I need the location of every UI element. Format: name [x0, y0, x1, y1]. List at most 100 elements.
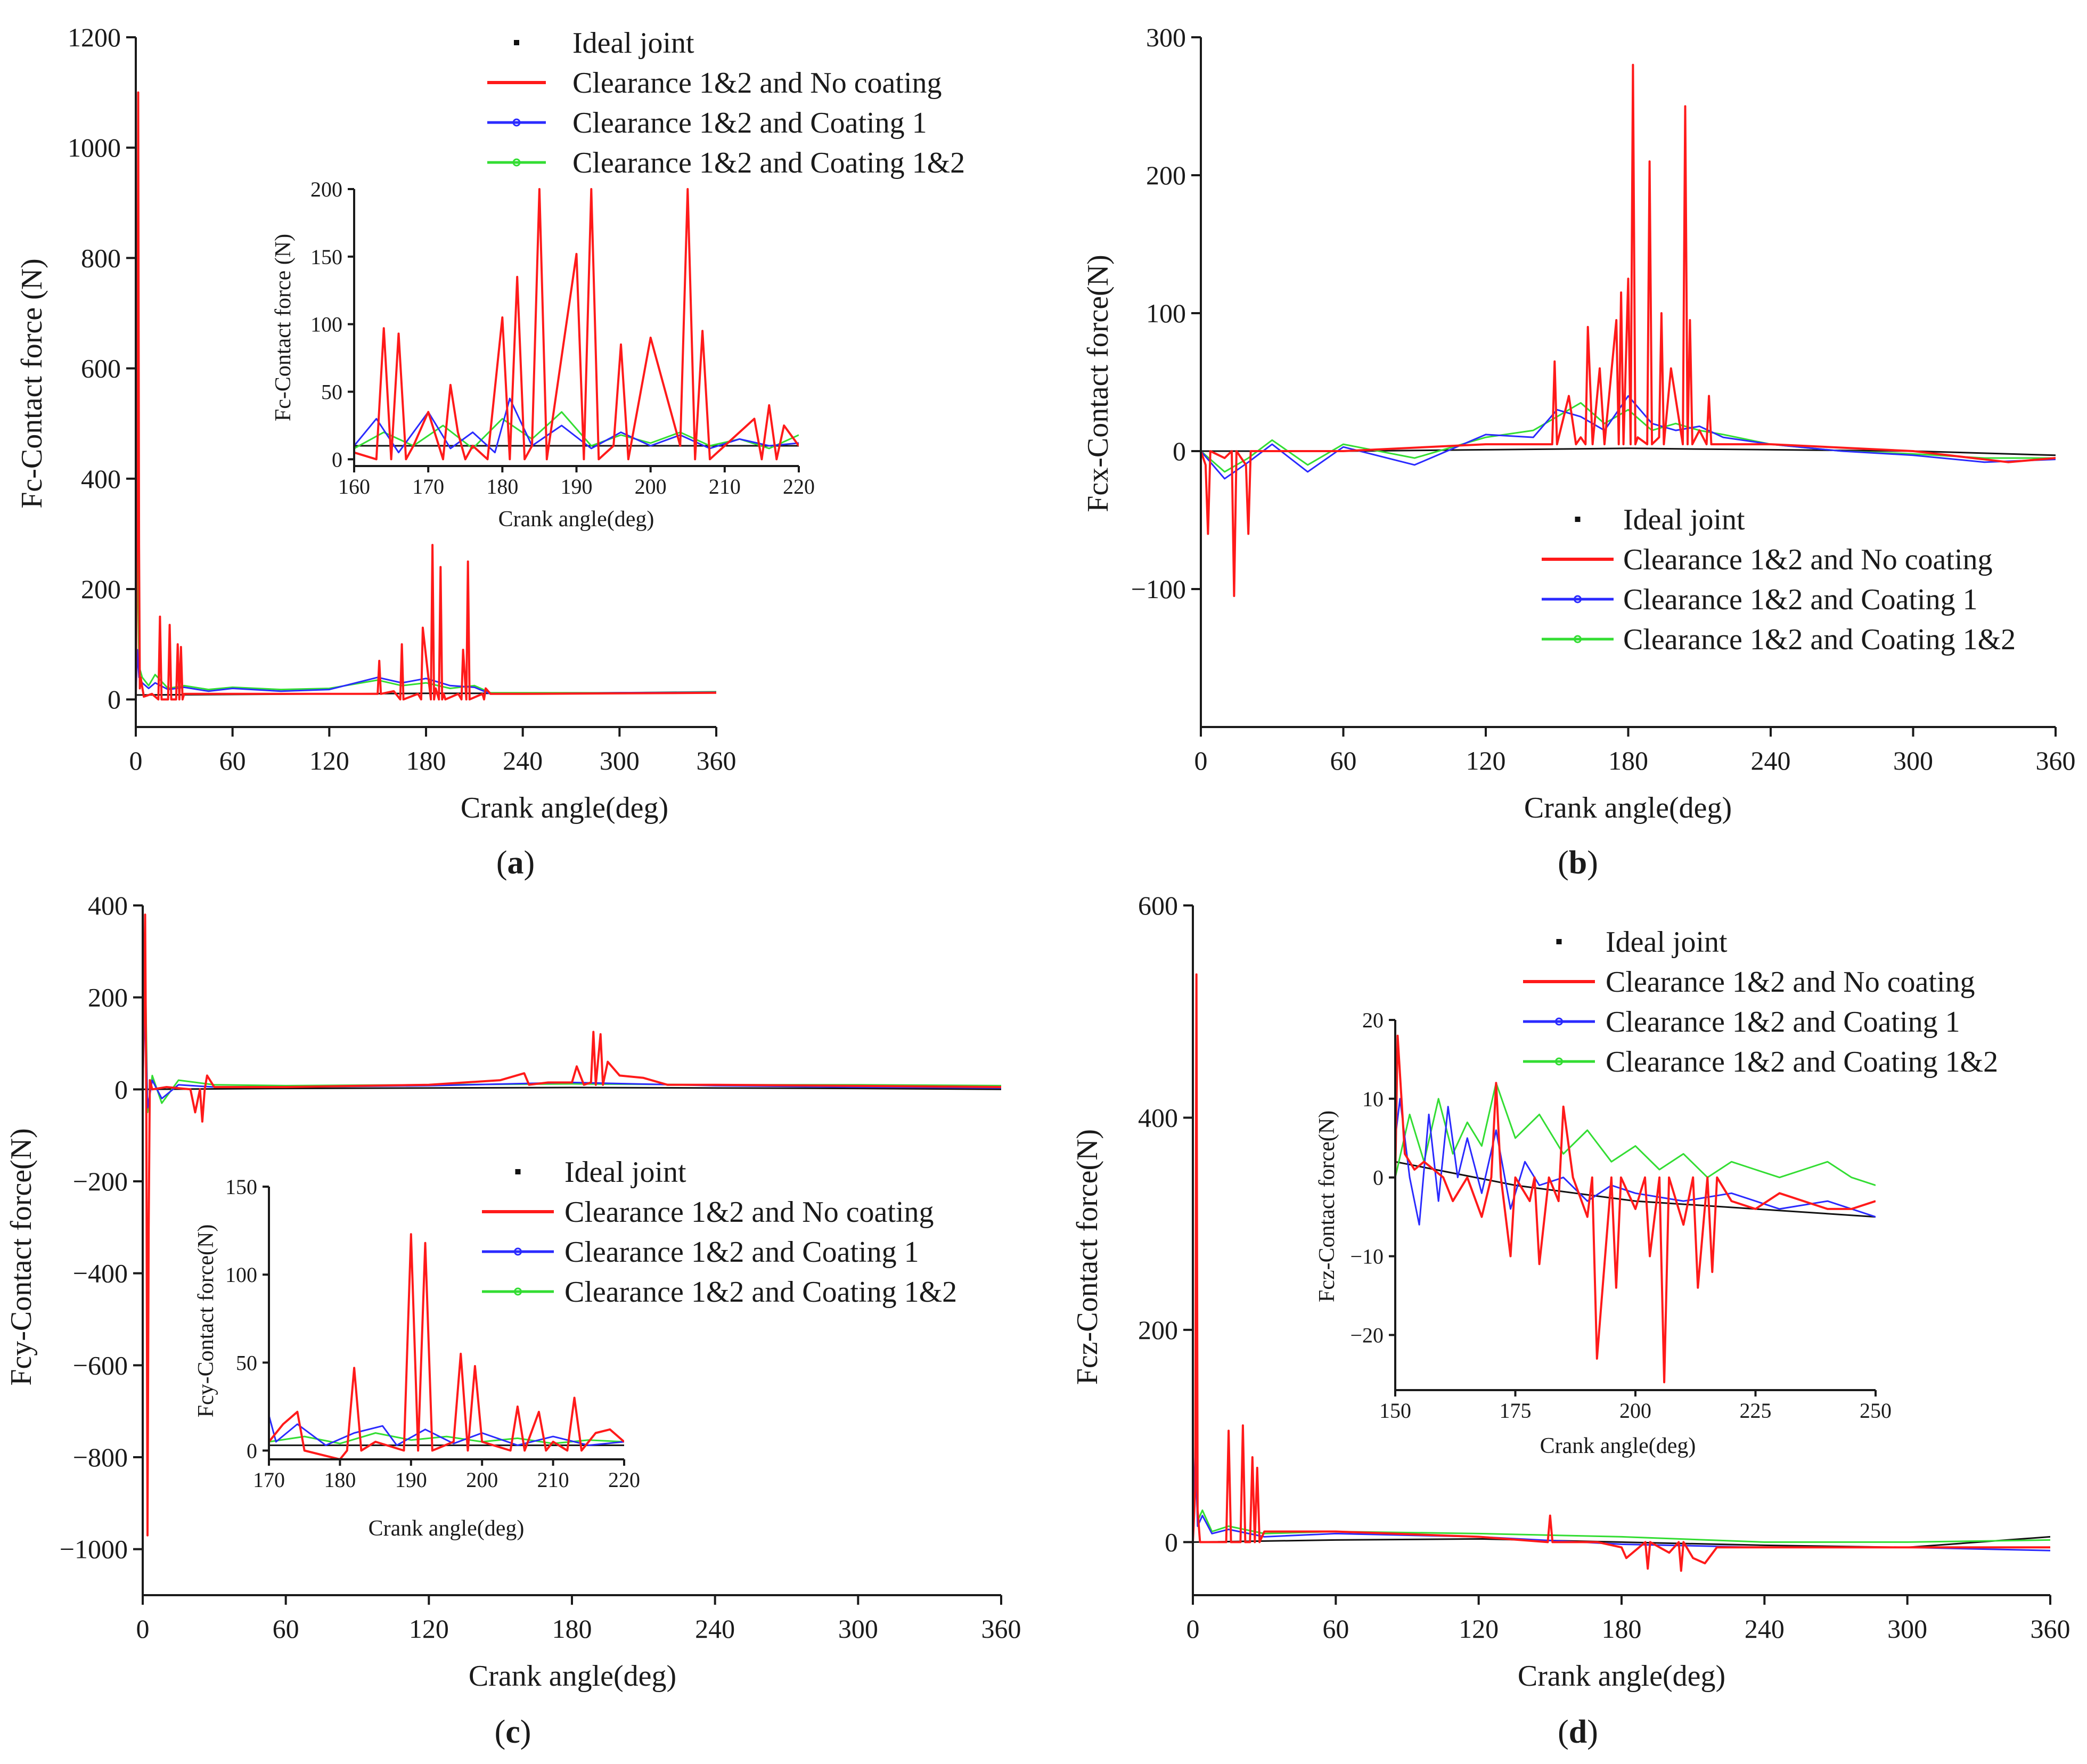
panel-c-inset-background: [269, 1187, 624, 1459]
panel-b-line-coat1: [1201, 395, 2056, 480]
panel-b-legend-label-coat1: Clearance 1&2 and Coating 1: [1623, 583, 1978, 616]
panel-a-series: [136, 91, 716, 701]
panel-c-xlabel: Crank angle(deg): [469, 1660, 676, 1693]
panel-c-inset-y-tick-label: 150: [225, 1175, 257, 1199]
panel-c-inset-x-tick-label: 210: [537, 1468, 569, 1492]
panel-c-inset-line-coat1: [269, 1415, 624, 1447]
panel-b-legend-label-nocoat: Clearance 1&2 and No coating: [1623, 543, 1993, 576]
panel-c-y-tick-label: −800: [73, 1442, 128, 1472]
panel-a: 0 60 120 180 240 300 360020040060080010001200 …: [15, 22, 965, 881]
panel-b-x-tick-label: 60: [1330, 746, 1357, 775]
panel-c-y-tick-label: −600: [73, 1350, 128, 1380]
panel-c-x-tick-label: 300: [838, 1614, 878, 1644]
panel-d-legend-point-coat12: [1555, 1057, 1563, 1066]
panel-a-inset-x-tick-label: 220: [783, 475, 815, 499]
panel-a-x-tick-label: 360: [697, 746, 736, 775]
panel-b-line-coat12: [1201, 402, 2056, 473]
panel-b-legend-point-coat1: [1574, 595, 1582, 603]
panel-c-line-coat1: [143, 997, 1001, 1109]
panel-c-line-nocoat: [143, 913, 1001, 1537]
panel-a-inset-xlabel: Crank angle(deg): [498, 507, 654, 532]
panel-d-x-tick-label: 60: [1322, 1614, 1349, 1644]
panel-d-inset-line-ideal: [1395, 1161, 1876, 1218]
panel-d-y-tick-label: 0: [1165, 1527, 1178, 1557]
panel-c-inset-ylabel: Fcy-Contact force(N): [194, 1224, 218, 1418]
panel-a-x-tick-label: 60: [219, 746, 246, 775]
panel-b-y-tick-label: 100: [1146, 298, 1186, 328]
panel-d-caption: (d): [1558, 1714, 1598, 1750]
panel-c-legend-label-coat1: Clearance 1&2 and Coating 1: [564, 1236, 919, 1269]
panel-d-legend-point-coat1: [1555, 1017, 1563, 1026]
panel-c-legend-point-coat12: [514, 1287, 522, 1296]
panel-a-inset-plot: 160 170 180 190 200 210 220 0 50 100 150 200: [310, 177, 815, 499]
panel-a-line-nocoat: [136, 91, 716, 701]
panel-d-inset: 150 175 200 225 250 −20 −10 0 10 20 Crank angle(d…: [1315, 1008, 1892, 1458]
panel-a-y-tick-label: 600: [81, 354, 121, 383]
panel-d-inset-line-coat12: [1395, 1082, 1876, 1186]
panel-b-line-nocoat: [1201, 63, 2056, 597]
panel-a-inset-x-tick-label: 200: [635, 475, 667, 499]
panel-a-x-tick-label: 240: [503, 746, 543, 775]
panel-b-y-tick-label: 300: [1146, 22, 1186, 52]
panel-b: 0 60 120 180 240 300 360 −100 0 100 200 300 Crank a…: [1082, 22, 2076, 881]
panel-c-inset-y-tick-label: 50: [236, 1351, 257, 1375]
panel-d-line-coat1: [1193, 1446, 2050, 1551]
panel-c-y-tick-label: 200: [88, 983, 128, 1012]
panel-a-inset-ylabel: Fc-Contact force (N): [271, 234, 296, 421]
panel-c-inset: 170 180 190 200 210 220 0 50 100 150 Crank angle(…: [194, 1175, 640, 1541]
panel-d-line-nocoat: [1193, 973, 2050, 1572]
panel-d-inset-line-nocoat: [1395, 1034, 1876, 1384]
panel-b-x-tick-label: 180: [1608, 746, 1648, 775]
panel-d-x-tick-label: 300: [1887, 1614, 1927, 1644]
panel-c-x-tick-label: 180: [552, 1614, 592, 1644]
panel-a-inset-x-tick-label: 210: [709, 475, 741, 499]
panel-c-inset-series: [269, 1233, 624, 1460]
panel-b-legend-point-coat12: [1574, 635, 1582, 643]
panel-c-inset-x-tick-label: 220: [608, 1468, 640, 1492]
panel-b-plot: 0 60 120 180 240 300 360 −100 0 100 200 300: [1131, 22, 2076, 775]
panel-a-inset-y-tick-label: 0: [332, 447, 342, 471]
panel-a-legend-label-ideal: Ideal joint: [572, 27, 694, 60]
panel-a-y-tick-label: 1000: [68, 133, 121, 162]
panel-b-legend: Ideal joint Clearance 1&2 and No coating C…: [1542, 503, 2016, 656]
panel-c-y-tick-label: 0: [114, 1074, 128, 1104]
panel-b-x-tick-label: 360: [2036, 746, 2076, 775]
panel-d-inset-ylabel: Fcz-Contact force(N): [1315, 1110, 1339, 1302]
panel-a-legend-label-nocoat: Clearance 1&2 and No coating: [572, 67, 942, 100]
panel-a-legend-label-coat1: Clearance 1&2 and Coating 1: [572, 107, 927, 140]
panel-a-legend-marker-ideal: [514, 40, 519, 45]
panel-a-y-tick-label: 0: [108, 684, 121, 714]
panel-d-inset-y-tick-label: 0: [1373, 1166, 1384, 1190]
panel-a-inset-y-tick-label: 50: [321, 380, 342, 404]
panel-d-inset-x-tick-label: 150: [1379, 1399, 1411, 1423]
panel-a-inset-background: [354, 189, 799, 466]
panel-a-x-tick-label: 0: [129, 746, 143, 775]
panel-a-inset: 160 170 180 190 200 210 220 0 50 100 150 200 Crank …: [271, 177, 815, 532]
panel-d-x-tick-label: 0: [1186, 1614, 1200, 1644]
panel-c-legend-label-coat12: Clearance 1&2 and Coating 1&2: [564, 1276, 957, 1309]
panel-c-inset-x-tick-label: 200: [466, 1468, 498, 1492]
panel-d-xlabel: Crank angle(deg): [1518, 1660, 1725, 1693]
panel-a-legend-label-coat12: Clearance 1&2 and Coating 1&2: [572, 146, 965, 179]
panel-c-x-tick-label: 120: [409, 1614, 449, 1644]
panel-b-ylabel: Fcx-Contact force(N): [1082, 255, 1115, 512]
panel-c-y-tick-label: −1000: [60, 1534, 128, 1564]
panel-d-legend-label-coat1: Clearance 1&2 and Coating 1: [1606, 1006, 1960, 1039]
panel-d-y-tick-label: 200: [1138, 1315, 1178, 1345]
panel-b-y-tick-label: −100: [1131, 574, 1186, 604]
panel-c-line-ideal: [143, 1087, 1001, 1090]
panel-d-y-tick-label: 600: [1138, 891, 1178, 920]
panel-c-inset-y-tick-label: 100: [225, 1263, 257, 1287]
panel-c-legend-label-nocoat: Clearance 1&2 and No coating: [564, 1196, 934, 1229]
panel-a-ylabel: Fc-Contact force (N): [15, 258, 48, 509]
panel-c-inset-y-tick-label: 0: [247, 1439, 257, 1463]
panel-a-inset-x-tick-label: 180: [486, 475, 518, 499]
panel-a-y-tick-label: 800: [81, 243, 121, 273]
panel-c-inset-xlabel: Crank angle(deg): [369, 1516, 525, 1541]
panel-b-x-tick-label: 120: [1466, 746, 1506, 775]
panel-c-legend-label-ideal: Ideal joint: [564, 1156, 686, 1189]
panel-b-x-tick-label: 0: [1194, 746, 1208, 775]
panel-d-x-tick-label: 180: [1602, 1614, 1642, 1644]
panel-b-series: [1201, 63, 2056, 597]
